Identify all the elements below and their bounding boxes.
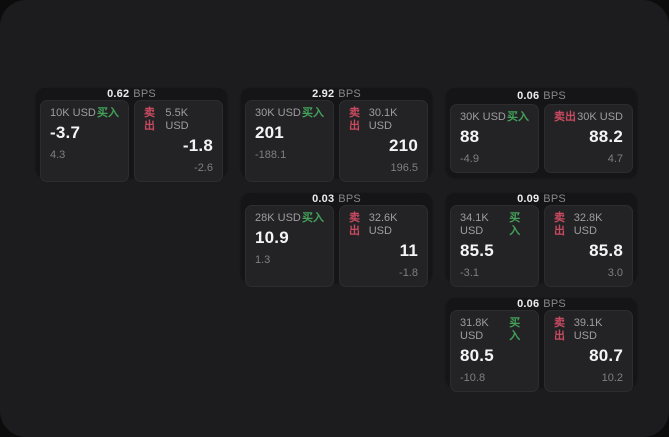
buy-tag: 买入 (509, 212, 521, 237)
buy-size: 30K USD (255, 107, 301, 119)
quote-cells: 31.8K USD 买入 80.5 -10.8 卖出 39.1K USD 80.… (446, 310, 637, 396)
sell-cell[interactable]: 卖出 32.6K USD 11 -1.8 (339, 205, 428, 287)
buy-delta: -10.8 (460, 372, 486, 384)
bps-value: 0.62 (107, 88, 130, 100)
sell-delta: -1.8 (399, 267, 418, 279)
sell-tag: 卖出 (554, 317, 565, 342)
bps-unit-label: BPS (338, 193, 361, 205)
buy-delta: -4.9 (460, 153, 479, 165)
quote-card: 0.09 BPS 34.1K USD 买入 85.5 -3.1 卖出 32.8K… (446, 193, 637, 287)
quote-cells: 28K USD 买入 10.9 1.3 卖出 32.6K USD 11 -1.8 (241, 205, 432, 291)
sell-delta: 4.7 (607, 153, 623, 165)
quote-cards-grid: 0.62 BPS 10K USD 买入 -3.7 4.3 卖出 5.5K USD (36, 88, 637, 392)
buy-cell[interactable]: 10K USD 买入 -3.7 4.3 (40, 100, 129, 182)
sell-cell[interactable]: 卖出 5.5K USD -1.8 -2.6 (134, 100, 223, 182)
sell-price: -1.8 (182, 136, 213, 155)
sell-price: 210 (389, 136, 418, 155)
sell-size: 32.6K USD (368, 212, 398, 237)
buy-cell[interactable]: 30K USD 买入 88 -4.9 (450, 104, 539, 173)
card-header: 0.62 BPS (36, 88, 227, 100)
buy-size: 28K USD (255, 212, 301, 224)
buy-size: 10K USD (50, 107, 96, 119)
quote-card: 0.03 BPS 28K USD 买入 10.9 1.3 卖出 32.6K US… (241, 193, 432, 287)
sell-cell[interactable]: 卖出 30.1K USD 210 196.5 (339, 100, 428, 182)
buy-tag: 买入 (97, 107, 119, 119)
bps-unit-label: BPS (543, 90, 566, 102)
sell-cell[interactable]: 卖出 32.8K USD 85.8 3.0 (544, 205, 633, 287)
sell-delta: 10.2 (601, 372, 623, 384)
sell-tag: 卖出 (349, 212, 360, 237)
sell-price: 88.2 (589, 127, 623, 146)
buy-cell[interactable]: 34.1K USD 买入 85.5 -3.1 (450, 205, 539, 287)
buy-price: 201 (255, 123, 284, 142)
card-header: 0.09 BPS (446, 193, 637, 205)
sell-tag: 卖出 (554, 212, 565, 237)
card-header: 2.92 BPS (241, 88, 432, 100)
bps-value: 0.06 (517, 90, 540, 102)
quote-cells: 34.1K USD 买入 85.5 -3.1 卖出 32.8K USD 85.8… (446, 205, 637, 291)
buy-delta: -3.1 (460, 267, 479, 279)
quote-card: 0.06 BPS 31.8K USD 买入 80.5 -10.8 卖出 39.1… (446, 298, 637, 392)
sell-price: 85.8 (589, 241, 623, 260)
buy-delta: 1.3 (255, 254, 271, 266)
bps-value: 0.03 (312, 193, 335, 205)
card-header: 0.03 BPS (241, 193, 432, 205)
quote-cells: 30K USD 买入 88 -4.9 卖出 30K USD 88.2 4.7 (446, 104, 637, 177)
bps-value: 2.92 (312, 88, 335, 100)
buy-tag: 买入 (507, 111, 529, 123)
bps-value: 0.09 (517, 193, 540, 205)
sell-delta: 3.0 (607, 267, 623, 279)
buy-price: 80.5 (460, 346, 494, 365)
buy-size: 31.8K USD (460, 317, 489, 342)
bps-value: 0.06 (517, 298, 540, 310)
bps-unit-label: BPS (543, 298, 566, 310)
quote-card: 0.06 BPS 30K USD 买入 88 -4.9 卖出 30K USD (446, 88, 637, 177)
sell-cell[interactable]: 卖出 30K USD 88.2 4.7 (544, 104, 633, 173)
sell-tag: 卖出 (144, 107, 155, 132)
bps-unit-label: BPS (133, 88, 156, 100)
quote-card: 0.62 BPS 10K USD 买入 -3.7 4.3 卖出 5.5K USD (36, 88, 227, 182)
bps-unit-label: BPS (338, 88, 361, 100)
buy-tag: 买入 (302, 212, 324, 224)
buy-cell[interactable]: 30K USD 买入 201 -188.1 (245, 100, 334, 182)
buy-tag: 买入 (509, 317, 521, 342)
sell-delta: -2.6 (194, 162, 213, 174)
sell-size: 32.8K USD (573, 212, 603, 237)
sell-cell[interactable]: 卖出 39.1K USD 80.7 10.2 (544, 310, 633, 392)
sell-size: 5.5K USD (165, 107, 189, 132)
sell-size: 30K USD (577, 111, 623, 123)
sell-tag: 卖出 (554, 111, 576, 123)
buy-delta: -188.1 (255, 149, 287, 161)
buy-size: 30K USD (460, 111, 506, 123)
sell-price: 80.7 (589, 346, 623, 365)
buy-price: 10.9 (255, 228, 289, 247)
buy-delta: 4.3 (50, 149, 66, 161)
bps-unit-label: BPS (543, 193, 566, 205)
quote-card: 2.92 BPS 30K USD 买入 201 -188.1 卖出 30.1K … (241, 88, 432, 182)
buy-cell[interactable]: 31.8K USD 买入 80.5 -10.8 (450, 310, 539, 392)
card-header: 0.06 BPS (446, 88, 637, 104)
buy-price: -3.7 (50, 123, 81, 142)
buy-price: 88 (460, 127, 480, 146)
sell-tag: 卖出 (349, 107, 360, 132)
sell-delta: 196.5 (390, 162, 418, 174)
sell-price: 11 (399, 241, 418, 260)
quote-cells: 30K USD 买入 201 -188.1 卖出 30.1K USD 210 1… (241, 100, 432, 186)
buy-tag: 买入 (302, 107, 324, 119)
buy-size: 34.1K USD (460, 212, 489, 237)
card-header: 0.06 BPS (446, 298, 637, 310)
buy-cell[interactable]: 28K USD 买入 10.9 1.3 (245, 205, 334, 287)
sell-size: 39.1K USD (573, 317, 603, 342)
sell-size: 30.1K USD (368, 107, 398, 132)
quote-cells: 10K USD 买入 -3.7 4.3 卖出 5.5K USD -1.8 -2.… (36, 100, 227, 186)
buy-price: 85.5 (460, 241, 494, 260)
